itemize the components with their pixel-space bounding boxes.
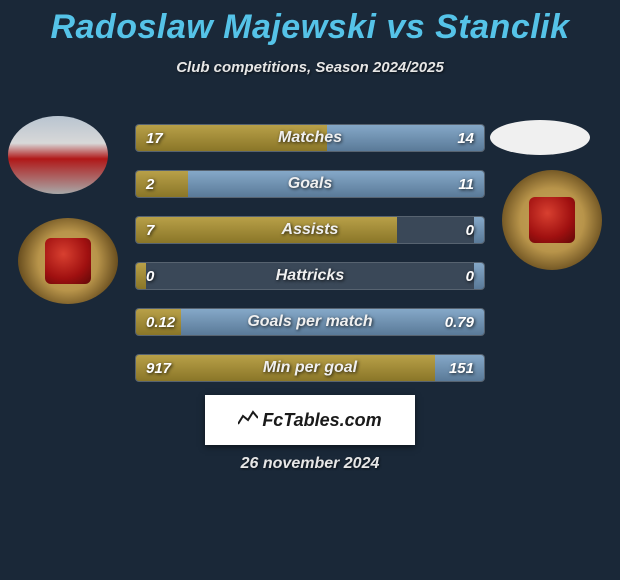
stat-bar-row: Goals per match0.12 0.79 — [135, 308, 485, 336]
club-badge-inner — [45, 238, 91, 284]
date-label: 26 november 2024 — [0, 455, 620, 473]
stats-bars: Matches1714Goals211Assists70Hattricks00G… — [135, 124, 485, 400]
chart-icon — [238, 410, 258, 431]
stat-bar-row: Assists7 0 — [135, 216, 485, 244]
player-left-club-badge — [18, 218, 118, 304]
stat-bar-row: Hattricks0 0 — [135, 262, 485, 290]
stat-bar-label: Matches — [136, 125, 484, 151]
stat-bar-row: Matches17 14 — [135, 124, 485, 152]
stat-left-value: 2 — [146, 171, 154, 197]
player-left-avatar — [8, 116, 108, 194]
stat-right-value: 0 — [466, 263, 474, 289]
page-title: Radoslaw Majewski vs Stanclik — [0, 0, 620, 47]
player-right-club-badge — [502, 170, 602, 270]
stat-right-value: 151 — [449, 355, 474, 381]
stat-right-value: 0.79 — [445, 309, 474, 335]
stat-bar-row: Goals2 11 — [135, 170, 485, 198]
stat-left-value: 0 — [146, 263, 154, 289]
subtitle: Club competitions, Season 2024/2025 — [0, 59, 620, 76]
stat-right-value: 0 — [466, 217, 474, 243]
stat-bar-label: Goals per match — [136, 309, 484, 335]
stat-bar-label: Min per goal — [136, 355, 484, 381]
stat-bar-label: Goals — [136, 171, 484, 197]
branding-text: FcTables.com — [262, 410, 381, 431]
branding-badge: FcTables.com — [205, 395, 415, 445]
stat-right-value: 14 — [457, 125, 474, 151]
player-right-avatar — [490, 120, 590, 155]
stat-right-value: 11 — [458, 171, 474, 197]
stat-bar-row: Min per goal917 151 — [135, 354, 485, 382]
club-badge-inner — [529, 197, 575, 243]
stat-left-value: 917 — [146, 355, 171, 381]
stat-left-value: 17 — [146, 125, 163, 151]
stat-left-value: 0.12 — [146, 309, 175, 335]
stat-left-value: 7 — [146, 217, 154, 243]
stat-bar-label: Assists — [136, 217, 484, 243]
stat-bar-label: Hattricks — [136, 263, 484, 289]
